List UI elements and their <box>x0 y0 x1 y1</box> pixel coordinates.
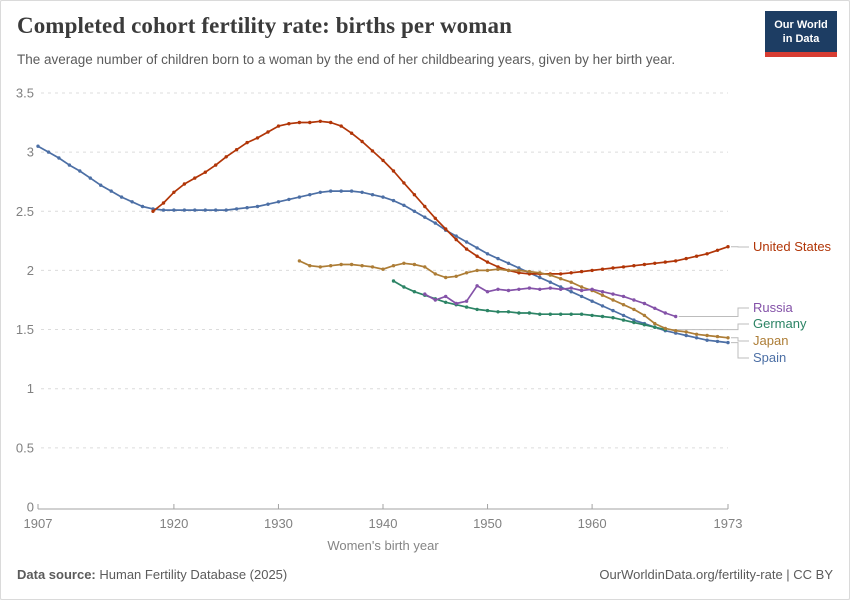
x-tick-label-1920: 1920 <box>159 516 188 531</box>
series-markers-russia <box>423 284 678 319</box>
x-axis-title: Women's birth year <box>327 538 439 553</box>
owid-logo-line2: in Data <box>782 33 820 46</box>
line-chart-canvas[interactable]: 0 0.5 1 1.5 2 2.5 3 3.5 1907 1920 1930 1940 1950 1960… <box>1 1 849 561</box>
chart-subtitle: The average number of children born to a… <box>17 52 676 67</box>
y-tick-label-2.5: 2.5 <box>16 204 34 219</box>
x-tick-label-1907: 1907 <box>24 516 53 531</box>
series-markers-spain <box>36 144 730 345</box>
x-tick-label-1973: 1973 <box>714 516 743 531</box>
series-label-united-states[interactable]: United States <box>753 239 832 254</box>
x-tick-label-1960: 1960 <box>578 516 607 531</box>
y-tick-label-3.5: 3.5 <box>16 85 34 100</box>
data-source-value[interactable]: Human Fertility Database (2025) <box>99 567 288 582</box>
owid-logo: Our World in Data <box>765 11 837 57</box>
data-source: Data source: Human Fertility Database (2… <box>17 567 287 582</box>
label-connector-germany <box>668 323 749 331</box>
series-markers-japan <box>297 259 730 340</box>
label-connector-japan <box>731 337 749 342</box>
series-label-spain[interactable]: Spain <box>753 350 787 365</box>
y-tick-label-3: 3 <box>27 145 34 160</box>
series-markers-united-states <box>151 119 730 276</box>
series-label-germany[interactable]: Germany <box>753 316 807 331</box>
label-connector-russia <box>678 307 749 317</box>
page-title: Completed cohort fertility rate: births … <box>17 13 513 38</box>
owid-credit-link[interactable]: OurWorldinData.org/fertility-rate | CC B… <box>599 567 833 582</box>
label-connector-spain <box>731 342 749 359</box>
x-tick-label-1940: 1940 <box>369 516 398 531</box>
x-tick-label-1950: 1950 <box>473 516 502 531</box>
y-tick-label-1: 1 <box>27 381 34 396</box>
series-label-japan[interactable]: Japan <box>753 333 789 348</box>
x-tick-label-1930: 1930 <box>264 516 293 531</box>
series-line-united-states[interactable] <box>152 120 729 275</box>
y-tick-label-0: 0 <box>27 500 34 515</box>
series-line-japan[interactable] <box>298 260 729 339</box>
owid-logo-line1: Our World <box>774 19 828 31</box>
y-tick-label-1.5: 1.5 <box>16 322 34 337</box>
series-label-russia[interactable]: Russia <box>753 300 793 315</box>
data-source-label: Data source: <box>17 567 96 582</box>
footer: Data source: Human Fertility Database (2… <box>17 567 833 582</box>
series-line-spain[interactable] <box>37 145 729 344</box>
y-tick-label-0.5: 0.5 <box>16 440 34 455</box>
y-tick-label-2: 2 <box>27 263 34 278</box>
